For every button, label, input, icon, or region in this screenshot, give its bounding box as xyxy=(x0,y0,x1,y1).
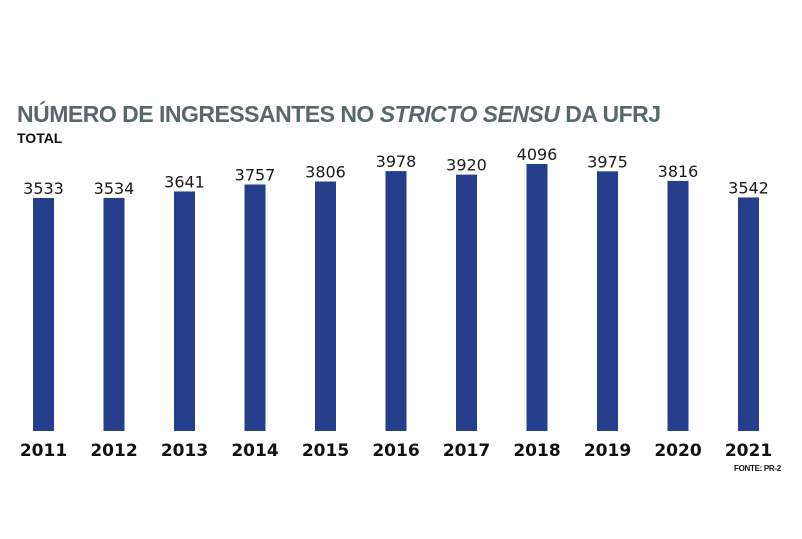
value-label-2011: 3533 xyxy=(23,179,64,198)
category-labels-group: 2011 2012 2013 2014 2015 2016 2017 2018 2019 2020… xyxy=(20,441,772,461)
category-label-2016: 2016 xyxy=(372,441,419,461)
bar-2011 xyxy=(33,198,54,431)
category-label-2021: 2021 xyxy=(725,441,772,461)
category-label-2018: 2018 xyxy=(513,441,560,461)
value-label-2014: 3757 xyxy=(235,165,276,184)
category-label-2014: 2014 xyxy=(231,441,278,461)
bar-2020 xyxy=(667,180,689,431)
value-label-2016: 3978 xyxy=(376,152,417,171)
value-label-2017: 3920 xyxy=(446,156,487,175)
value-label-2013: 3641 xyxy=(164,172,205,191)
category-label-2011: 2011 xyxy=(20,441,67,461)
chart-subtitle: TOTAL xyxy=(17,130,63,146)
value-label-2018: 4096 xyxy=(517,145,558,164)
value-label-2021: 3542 xyxy=(728,178,769,197)
bar-2016 xyxy=(385,171,407,432)
bars-group xyxy=(33,164,759,432)
value-label-2012: 3534 xyxy=(94,179,135,198)
category-label-2015: 2015 xyxy=(302,441,349,461)
category-label-2017: 2017 xyxy=(443,441,490,461)
category-label-2013: 2013 xyxy=(161,441,208,461)
title-part: NÚMERO DE INGRESSANTES NO xyxy=(17,101,380,127)
value-labels-group: 3533 3534 3641 3757 3806 3978 3920 4096 3975 3816… xyxy=(23,145,769,198)
value-label-2015: 3806 xyxy=(305,163,346,182)
category-label-2012: 2012 xyxy=(90,441,137,461)
bar-2018 xyxy=(526,164,548,431)
bar-2017 xyxy=(456,174,477,431)
category-label-2020: 2020 xyxy=(654,441,701,461)
bar-2015 xyxy=(315,181,336,431)
title-part: STRICTO SENSU xyxy=(379,101,560,127)
chart-title: NÚMERO DE INGRESSANTES NO STRICTO SENSU … xyxy=(17,101,661,128)
bar-2012 xyxy=(103,197,125,431)
bar-2013 xyxy=(174,191,195,431)
category-label-2019: 2019 xyxy=(584,441,631,461)
bar-2014 xyxy=(244,184,266,431)
value-label-2020: 3816 xyxy=(658,162,699,181)
title-part: DA UFRJ xyxy=(559,101,661,127)
value-label-2019: 3975 xyxy=(587,152,628,171)
bar-2019 xyxy=(597,171,618,431)
source-note: FONTE: PR-2 xyxy=(734,464,781,473)
bar-2021 xyxy=(738,197,759,431)
